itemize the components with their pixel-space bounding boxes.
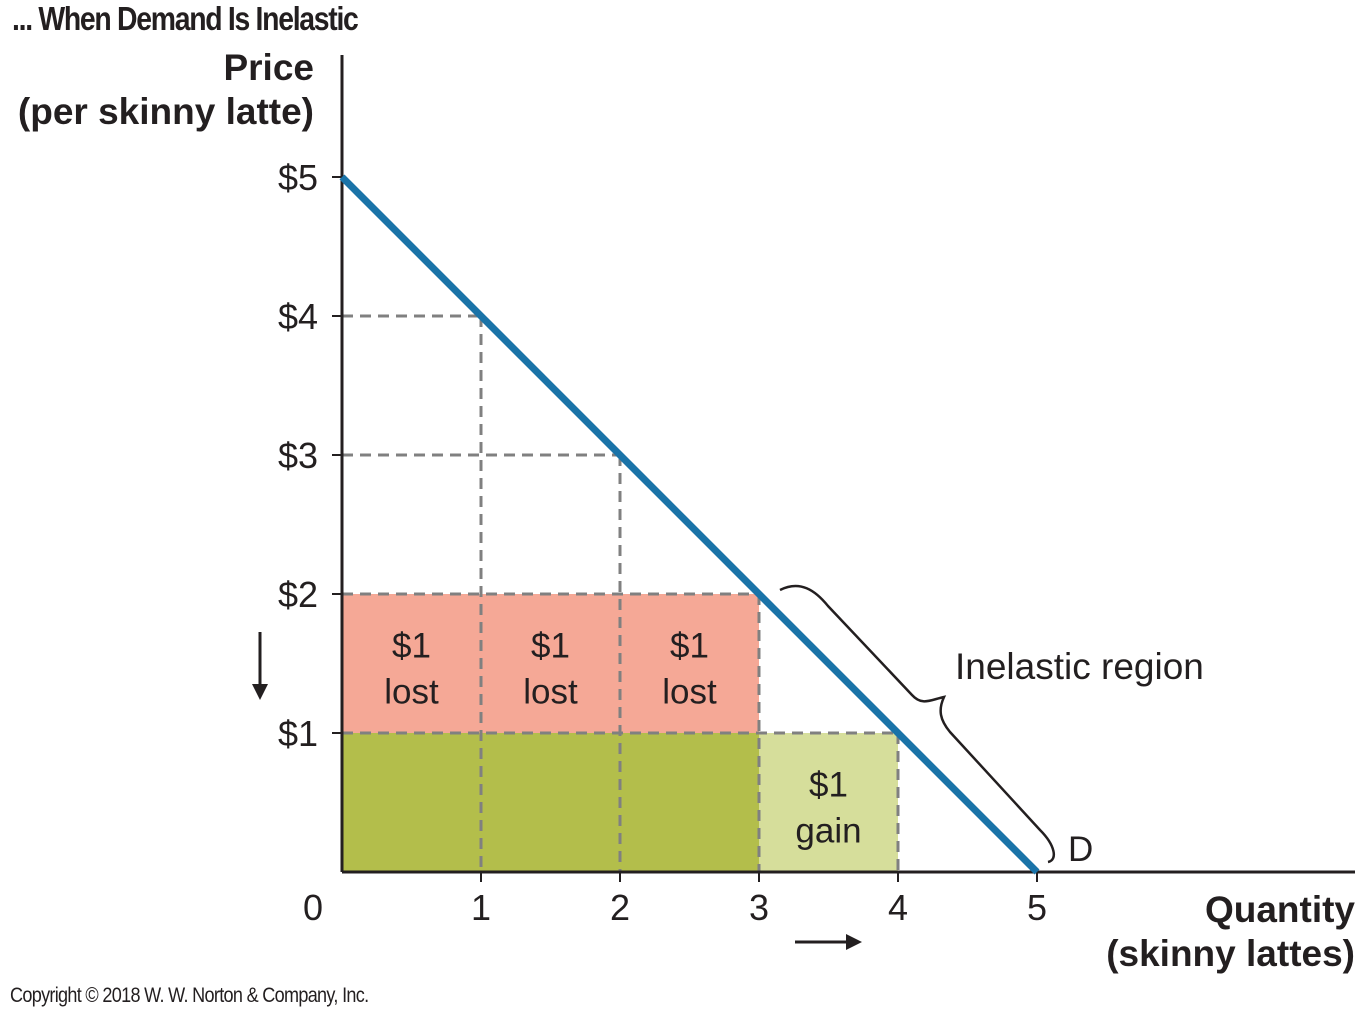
region-label-2-text: lost bbox=[523, 673, 578, 712]
demand-curve-label: D bbox=[1068, 830, 1093, 869]
chart-title: ... When Demand Is Inelastic bbox=[12, 0, 359, 37]
x-tick-label-5: 5 bbox=[1027, 887, 1047, 928]
inelastic-region-label: Inelastic region bbox=[955, 646, 1204, 687]
x-axis-label-line1: Quantity bbox=[1204, 889, 1355, 930]
copyright-notice: Copyright © 2018 W. W. Norton & Company,… bbox=[10, 984, 369, 1007]
x-tick-label-3: 3 bbox=[749, 887, 769, 928]
revenue-region-3 bbox=[620, 594, 759, 733]
regions-layer bbox=[342, 594, 898, 872]
revenue-region-4 bbox=[342, 733, 759, 872]
y-axis-label-line2: (per skinny latte) bbox=[17, 91, 314, 132]
y-tick-label-2: $2 bbox=[278, 574, 318, 615]
x-tick-label-4: 4 bbox=[888, 887, 908, 928]
origin-label: 0 bbox=[303, 887, 323, 928]
region-label-2-amount: $1 bbox=[531, 627, 570, 666]
y-axis-label-line1: Price bbox=[223, 47, 314, 88]
region-label-1-text: lost bbox=[384, 673, 439, 712]
demand-curve bbox=[339, 174, 1040, 875]
quantity-arrow-head bbox=[846, 934, 862, 950]
price-arrow-head bbox=[252, 684, 268, 700]
x-axis-label-line2: (skinny lattes) bbox=[1106, 933, 1355, 974]
y-tick-label-5: $5 bbox=[278, 157, 318, 198]
series-layer bbox=[252, 174, 1056, 950]
revenue-region-5 bbox=[759, 733, 898, 872]
region-label-3-text: lost bbox=[662, 673, 717, 712]
x-tick-label-1: 1 bbox=[471, 887, 491, 928]
region-label-3-amount: $1 bbox=[670, 627, 709, 666]
revenue-region-1 bbox=[342, 594, 481, 733]
y-axis-label: Price (per skinny latte) bbox=[18, 46, 314, 134]
region-label-5-text: gain bbox=[795, 812, 861, 851]
axes-layer bbox=[332, 55, 1355, 882]
guides-layer bbox=[342, 314, 900, 872]
region-label-1-amount: $1 bbox=[392, 627, 431, 666]
labels-layer: $1 $2 $3 $4 $5 1 2 3 4 5 0 $1 lost $1 lost $1 lost $1 gain… bbox=[278, 157, 1204, 928]
region-label-5-amount: $1 bbox=[809, 766, 848, 805]
y-tick-label-1: $1 bbox=[278, 713, 318, 754]
y-tick-label-3: $3 bbox=[278, 435, 318, 476]
y-tick-label-4: $4 bbox=[278, 296, 318, 337]
revenue-region-2 bbox=[481, 594, 620, 733]
inelastic-region-brace bbox=[779, 584, 1056, 864]
x-axis-label: Quantity (skinny lattes) bbox=[1106, 888, 1355, 976]
x-tick-label-2: 2 bbox=[610, 887, 630, 928]
